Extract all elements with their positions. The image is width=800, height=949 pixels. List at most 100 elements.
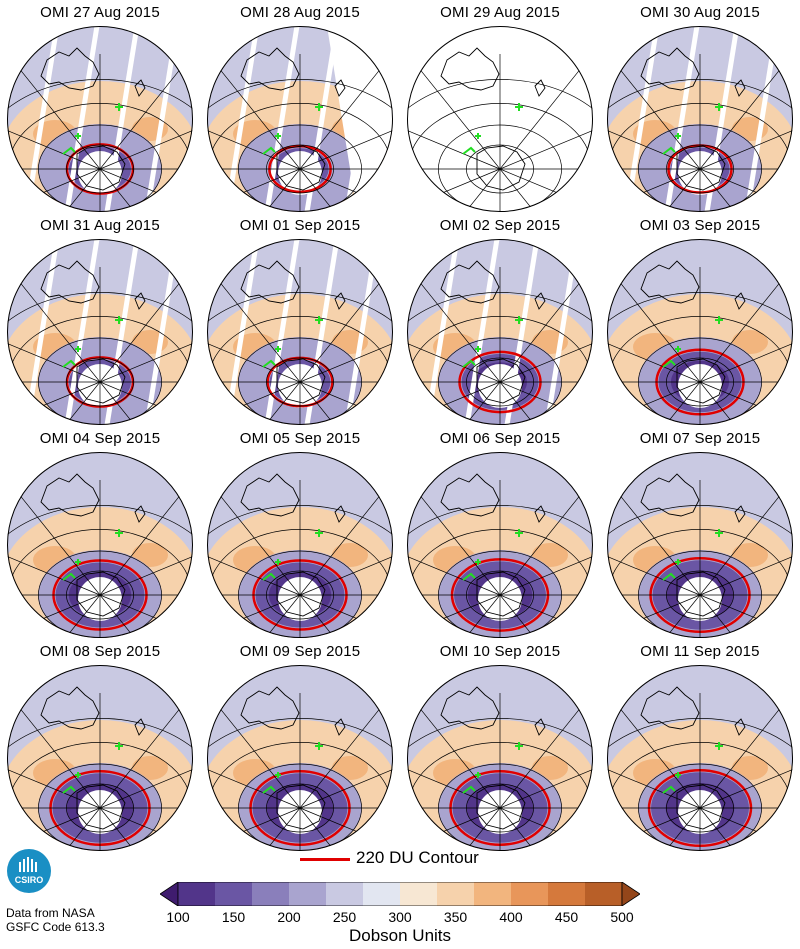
colorbar-segment — [326, 882, 364, 906]
australia-outline — [440, 260, 500, 304]
colorbar-segment — [511, 882, 549, 906]
new-zealand-outline — [534, 718, 546, 736]
globe-map — [7, 452, 193, 638]
meridian-line — [699, 168, 781, 212]
station-marker — [475, 346, 481, 352]
meridian-line — [219, 495, 301, 596]
antarctica-outline — [476, 571, 526, 617]
station-marker — [262, 785, 276, 794]
meridian-line — [699, 750, 793, 809]
meridian-line — [499, 750, 593, 809]
new-zealand-outline — [334, 505, 346, 523]
meridian-line — [619, 282, 701, 383]
colorbar-tick-label: 450 — [554, 909, 579, 925]
station-marker — [75, 772, 81, 778]
station-marker — [462, 146, 476, 155]
panel-title: OMI 01 Sep 2015 — [239, 217, 361, 234]
contour-legend-line — [300, 858, 350, 861]
colorbar-segment — [437, 882, 475, 906]
new-zealand-outline — [334, 718, 346, 736]
panel-title: OMI 11 Sep 2015 — [640, 643, 760, 660]
colorbar-tick-label: 250 — [332, 909, 357, 925]
panel-title: OMI 27 Aug 2015 — [40, 4, 160, 21]
antarctica-outline — [476, 145, 526, 191]
map-panel: OMI 29 Aug 2015 — [400, 0, 600, 214]
panel-title: OMI 02 Sep 2015 — [439, 217, 561, 234]
meridian-line — [299, 708, 381, 809]
station-marker — [662, 785, 676, 794]
new-zealand-outline — [734, 79, 746, 97]
globe-rim — [7, 665, 193, 851]
meridian-line — [19, 495, 101, 596]
globe-map — [207, 665, 393, 851]
ozone-high-patch — [732, 330, 768, 354]
ozone-high-patch — [332, 543, 368, 567]
meridian-line — [699, 111, 793, 170]
station-marker — [115, 316, 123, 324]
globe-rim — [607, 665, 793, 851]
meridian-line — [499, 807, 581, 851]
station-marker — [515, 103, 523, 111]
globe-rim — [207, 26, 393, 212]
station-marker — [115, 742, 123, 750]
station-marker — [62, 359, 76, 368]
australia-outline — [440, 473, 500, 517]
meridian-line — [299, 750, 393, 809]
australia-outline — [40, 47, 100, 91]
australia-outline — [240, 47, 300, 91]
meridian-line — [299, 111, 393, 170]
map-panel: OMI 09 Sep 2015 — [200, 639, 400, 853]
globe-rim — [407, 452, 593, 638]
meridian-line — [99, 69, 181, 170]
station-marker — [75, 133, 81, 139]
globe-map — [7, 665, 193, 851]
new-zealand-outline — [534, 505, 546, 523]
globe-map — [607, 239, 793, 425]
australia-outline — [40, 473, 100, 517]
station-marker — [662, 359, 676, 368]
meridian-line — [99, 537, 193, 596]
ozone-high-patch — [132, 756, 168, 780]
orbit-gap — [104, 26, 140, 212]
new-zealand-outline — [134, 505, 146, 523]
meridian-line — [299, 537, 393, 596]
globe-rim — [7, 26, 193, 212]
map-panel: OMI 04 Sep 2015 — [0, 426, 200, 640]
meridian-line — [619, 495, 701, 596]
meridian-line — [299, 282, 381, 383]
station-marker — [475, 772, 481, 778]
meridian-line — [99, 111, 193, 170]
station-marker — [275, 346, 281, 352]
meridian-line — [619, 69, 701, 170]
antarctica-outline — [276, 571, 326, 617]
colorbar-tick-label: 300 — [388, 909, 412, 925]
meridian-line — [499, 168, 581, 212]
colorbar-segment — [252, 882, 290, 906]
map-panel: OMI 03 Sep 2015 — [600, 213, 800, 427]
station-marker — [275, 133, 281, 139]
meridian-line — [419, 495, 501, 596]
globe-map — [407, 26, 593, 212]
station-marker — [675, 772, 681, 778]
colorbar-tick-label: 150 — [221, 909, 246, 925]
meridian-line — [99, 495, 181, 596]
globe-rim — [607, 26, 793, 212]
colorbar-tick-label: 200 — [277, 909, 301, 925]
globe-rim — [207, 239, 393, 425]
map-panel: OMI 31 Aug 2015 — [0, 213, 200, 427]
colorbar — [160, 882, 640, 906]
credit-line-1: Data from NASA — [6, 906, 95, 920]
antarctica-outline — [76, 784, 126, 830]
colorbar-tick-label: 350 — [443, 909, 468, 925]
new-zealand-outline — [134, 79, 146, 97]
globe-map — [607, 26, 793, 212]
colorbar-segment — [289, 882, 327, 906]
antarctica-outline — [76, 145, 126, 191]
station-marker — [715, 316, 723, 324]
meridian-line — [19, 69, 101, 170]
meridian-line — [299, 495, 381, 596]
meridian-line — [499, 381, 581, 425]
new-zealand-outline — [134, 718, 146, 736]
meridian-line — [99, 168, 181, 212]
panel-title: OMI 29 Aug 2015 — [440, 4, 560, 21]
